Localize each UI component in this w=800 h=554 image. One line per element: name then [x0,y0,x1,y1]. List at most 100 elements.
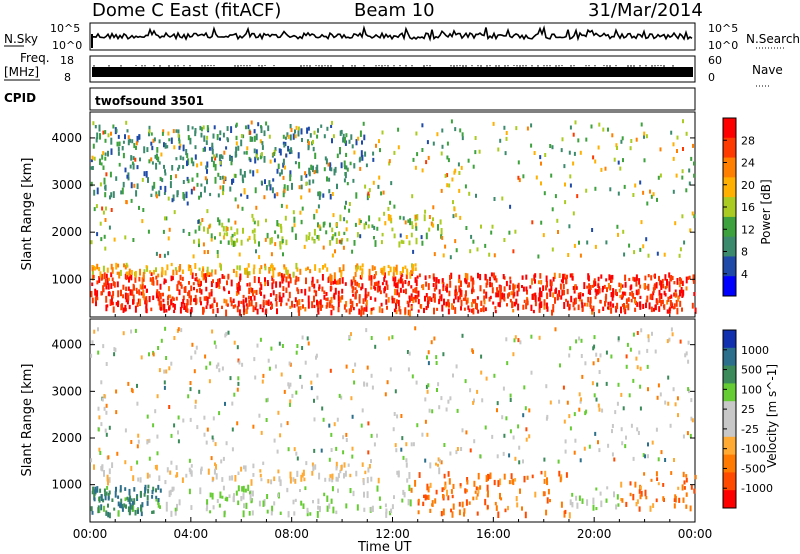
data-cell [206,178,208,185]
data-cell [421,240,424,246]
data-cell [189,381,192,385]
data-cell [473,398,475,403]
data-cell [242,485,245,493]
data-cell [211,492,214,500]
data-cell [149,277,152,282]
data-cell [199,280,202,286]
data-cell [155,191,158,197]
data-cell [97,406,100,411]
data-cell [237,145,240,151]
data-cell [351,300,354,308]
data-cell [656,395,659,400]
data-cell [356,281,359,287]
data-cell [460,165,463,170]
data-cell [522,286,525,292]
data-cell [497,290,499,298]
y-tick-label: 2000 [51,431,82,445]
data-cell [91,340,94,345]
data-cell [295,451,298,456]
data-cell [237,281,240,289]
data-cell [383,287,386,294]
data-cell [326,297,329,302]
data-cell [153,137,156,142]
data-cell [578,392,581,397]
data-cell [144,285,146,289]
data-cell [574,438,577,443]
data-cell [154,154,157,159]
data-cell [272,178,275,182]
data-cell [410,442,413,447]
data-cell [206,266,209,273]
data-cell [216,499,219,503]
data-cell [690,156,693,161]
data-cell [437,224,439,231]
data-cell [614,289,617,296]
data-cell [522,174,525,179]
data-cell [267,125,270,132]
data-cell [102,130,105,135]
data-cell [156,394,159,399]
data-cell [523,299,526,303]
data-cell [568,512,571,519]
data-cell [179,155,182,160]
data-cell [571,276,574,281]
data-cell [581,302,584,308]
data-cell [235,141,238,146]
data-cell [339,296,342,303]
data-cell [156,280,159,286]
data-cell [391,504,394,510]
data-cell [433,276,436,282]
data-cell [176,190,179,198]
data-cell [558,470,561,477]
data-cell [103,282,106,287]
data-cell [592,504,595,511]
data-cell [569,426,572,431]
data-cell [138,205,140,210]
data-cell [385,299,388,305]
data-cell [182,192,185,199]
data-cell [607,282,610,289]
data-cell [312,500,314,504]
data-cell [337,473,340,479]
data-cell [203,146,206,152]
data-cell [645,134,648,139]
data-cell [221,305,223,310]
data-cell [173,303,176,310]
data-cell [638,278,641,285]
data-cell [183,306,186,310]
data-cell [574,284,576,291]
data-cell [190,188,193,195]
data-cell [247,484,250,492]
data-cell [640,490,643,497]
data-cell [217,362,220,367]
data-cell [169,181,172,189]
data-cell [156,451,159,456]
data-cell [161,131,164,136]
data-cell [639,406,642,411]
data-cell [209,492,212,498]
data-cell [194,229,197,234]
data-cell [104,495,107,501]
data-cell [285,204,288,209]
data-cell [295,262,298,270]
data-cell [311,282,314,288]
data-cell [341,288,344,294]
data-cell [182,299,185,304]
data-cell [439,219,442,225]
data-cell [455,291,458,296]
data-cell [372,157,375,162]
data-cell [414,287,417,293]
data-cell [240,139,243,147]
data-cell [387,214,390,221]
data-cell [103,505,105,512]
data-cell [348,202,351,206]
data-cell [495,505,498,511]
data-cell [181,269,184,275]
data-cell [264,281,267,287]
data-cell [682,119,684,124]
data-cell [629,292,632,296]
data-cell [205,140,208,145]
data-cell [408,296,411,303]
data-cell [370,336,373,340]
data-cell [502,274,505,279]
